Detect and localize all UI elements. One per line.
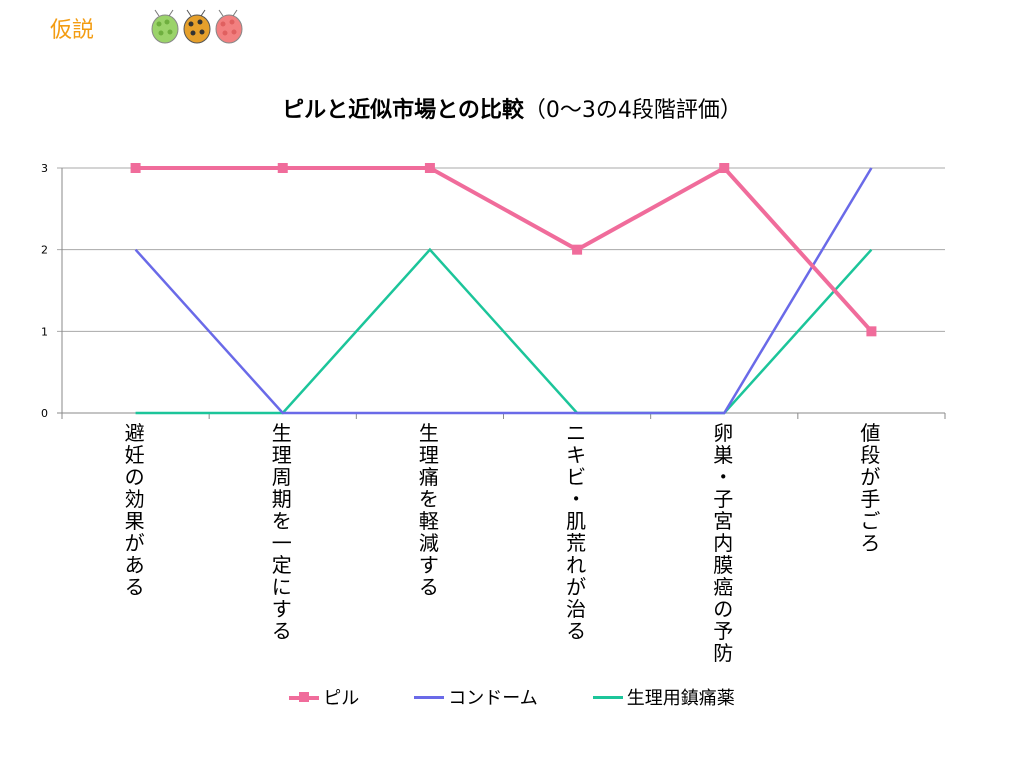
data-point-marker [866, 326, 877, 337]
data-point-marker [277, 163, 288, 173]
legend-label: 生理用鎮痛薬 [626, 688, 735, 709]
y-tick-label: 1 [41, 325, 48, 338]
legend-item-3: 生理用鎮痛薬 [592, 684, 735, 710]
x-tick-label: 卵巣・子宮内膜癌の予防 [713, 421, 733, 665]
data-point-marker [130, 163, 141, 173]
chart-title: ピルと近似市場との比較（0〜3の4段階評価） [0, 92, 1024, 124]
ladybug-decoration [151, 9, 243, 44]
chart-subtitle: （0〜3の4段階評価） [523, 98, 742, 123]
legend-swatch [289, 690, 320, 704]
y-tick-label: 2 [41, 244, 48, 257]
data-point-marker [572, 244, 583, 255]
chart-title-main: ピルと近似市場との比較 [282, 98, 524, 123]
data-point-marker [719, 163, 730, 173]
y-tick-label: 0 [41, 407, 48, 420]
legend-label: ピル [323, 688, 360, 709]
x-tick-label: ニキビ・肌荒れが治る [566, 421, 586, 643]
slide-title: 仮説 [50, 18, 95, 43]
x-tick-label: 値段が手ごろ [860, 421, 880, 555]
x-tick-label: 避妊の効果がある [125, 421, 145, 599]
orange-ladybug-icon [183, 9, 211, 44]
series-line-1 [135, 165, 873, 333]
legend-swatch [592, 690, 623, 704]
x-tick-label: 生理痛を軽減する [419, 421, 439, 599]
series-line-2 [134, 167, 873, 415]
y-tick-label: 3 [41, 162, 48, 175]
series-line-3 [135, 247, 873, 415]
legend-swatch [414, 690, 445, 704]
data-point-marker [424, 163, 435, 173]
chart-legend: ピル コンドーム 生理用鎮痛薬 [0, 684, 1024, 710]
legend-item-2: コンドーム [414, 684, 538, 710]
x-tick-label: 生理周期を一定にする [272, 421, 292, 643]
green-ladybug-icon [151, 9, 179, 44]
legend-item-1: ピル [289, 684, 359, 710]
pink-ladybug-icon [215, 9, 243, 44]
line-chart: 0 1 2 3 避妊の効果がある 生理周期を一定にする 生理痛を軽減する ニキビ・肌荒れが治る… [41, 162, 946, 665]
legend-label: コンドーム [448, 688, 538, 709]
